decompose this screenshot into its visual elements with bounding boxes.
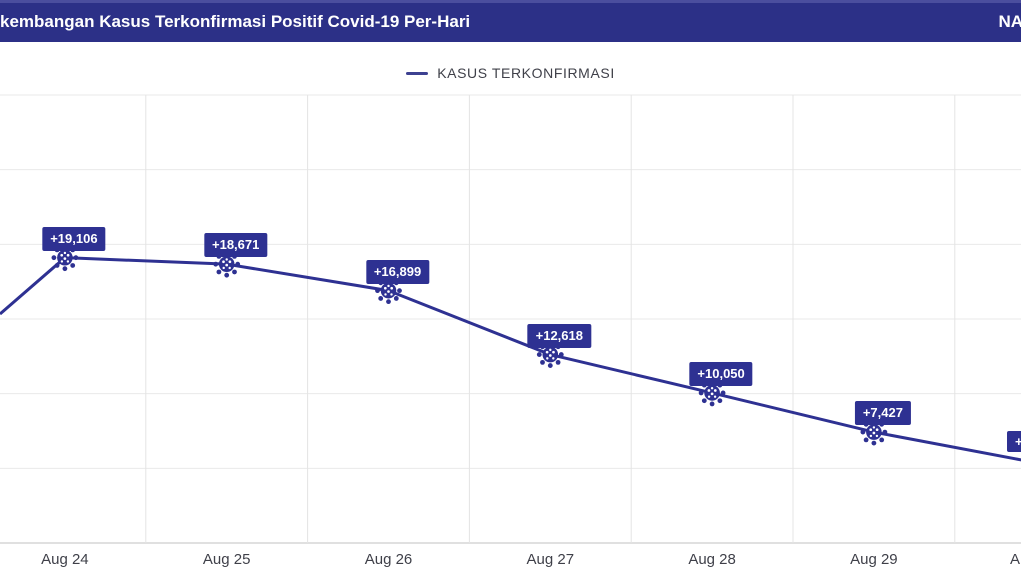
x-axis-tick-label-partial: A — [1010, 551, 1021, 568]
header-top-strip — [0, 0, 1021, 3]
point-value-label: +19,106 — [42, 226, 106, 251]
x-axis-tick-label: Aug 26 — [364, 551, 413, 568]
x-axis-tick-label: Aug 25 — [202, 551, 251, 568]
x-axis-tick-label: Aug 27 — [526, 551, 575, 568]
point-value-label-partial: + — [1007, 431, 1021, 452]
header-right-partial-label: NA — [998, 12, 1021, 31]
chart-gridlines — [0, 94, 1021, 544]
x-axis-tick-label: Aug 28 — [688, 551, 736, 568]
chart-legend[interactable]: KASUS TERKONFIRMASI — [0, 65, 1021, 81]
x-axis-tick-label: Aug 29 — [850, 551, 898, 568]
legend-line-swatch-icon — [406, 71, 429, 75]
x-axis-tick-label: Aug 24 — [41, 551, 89, 568]
point-value-label: +7,427 — [854, 401, 911, 426]
point-value-label: +16,899 — [365, 259, 430, 284]
point-value-label: +10,050 — [689, 361, 753, 386]
point-value-label: +12,618 — [527, 323, 591, 348]
header-bar: kembangan Kasus Terkonfirmasi Positif Co… — [0, 0, 1021, 42]
series-line — [0, 256, 1021, 462]
legend-label: KASUS TERKONFIRMASI — [437, 65, 615, 81]
point-value-label: +18,671 — [204, 233, 268, 258]
page-title: kembangan Kasus Terkonfirmasi Positif Co… — [0, 12, 471, 31]
